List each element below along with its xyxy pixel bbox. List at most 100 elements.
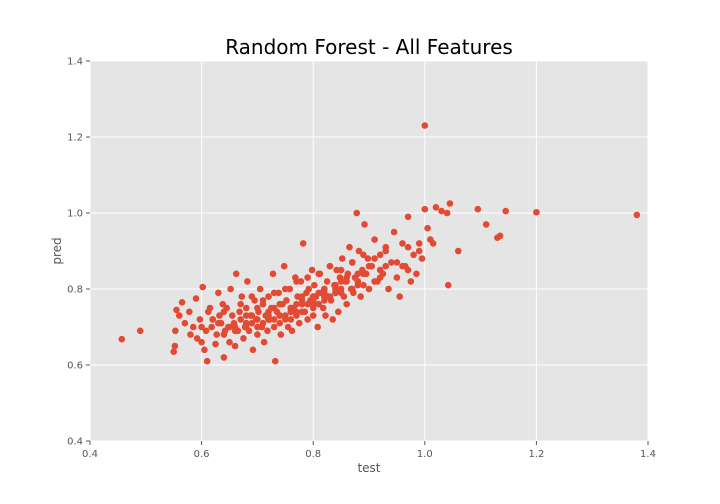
data-point <box>226 338 233 346</box>
data-point <box>231 327 239 335</box>
data-point <box>264 327 271 335</box>
data-point <box>187 331 194 338</box>
data-point <box>337 278 345 285</box>
data-point <box>309 312 317 319</box>
data-point <box>231 342 239 350</box>
data-point <box>270 316 278 323</box>
data-point <box>244 278 251 285</box>
data-point <box>295 319 303 327</box>
data-point <box>202 327 210 335</box>
data-point <box>238 293 246 300</box>
data-point <box>226 323 233 331</box>
data-point <box>348 285 356 293</box>
x-tick-label: 0.6 <box>194 449 210 460</box>
data-point <box>348 259 356 266</box>
data-point <box>189 323 197 331</box>
data-point <box>321 293 328 300</box>
data-point <box>276 300 284 308</box>
data-point <box>270 289 278 297</box>
data-point <box>196 316 204 323</box>
data-point <box>254 323 261 331</box>
data-point <box>385 285 392 293</box>
data-point <box>443 209 451 217</box>
data-point <box>322 312 329 319</box>
data-points <box>118 122 641 365</box>
data-point <box>304 274 311 281</box>
data-point <box>346 243 353 251</box>
data-point <box>304 300 311 308</box>
data-point <box>248 319 256 327</box>
data-point <box>265 293 272 300</box>
data-point <box>201 346 208 354</box>
data-point <box>502 207 510 215</box>
data-point <box>360 281 367 289</box>
data-point <box>254 316 261 323</box>
data-point <box>276 319 284 327</box>
data-point <box>390 228 398 236</box>
data-point <box>193 335 201 342</box>
data-point <box>282 285 289 293</box>
data-point <box>311 281 318 289</box>
data-point <box>496 232 504 240</box>
data-point <box>314 323 321 331</box>
data-point <box>172 327 179 335</box>
data-point <box>371 278 378 285</box>
y-tick-label: 1.2 <box>67 133 83 144</box>
data-point <box>277 331 285 338</box>
x-tick-labels: 0.4 0.6 0.8 1.0 1.2 1.4 <box>82 441 656 460</box>
data-point <box>308 266 316 274</box>
data-point <box>396 293 403 300</box>
data-point <box>360 251 367 259</box>
data-point <box>240 335 247 342</box>
data-point <box>421 122 429 129</box>
data-point <box>404 213 412 221</box>
data-point <box>269 270 277 278</box>
data-point <box>410 251 417 259</box>
data-point <box>208 323 215 331</box>
data-point <box>212 340 219 348</box>
data-point <box>260 338 268 346</box>
chart-title: Random Forest - All Features <box>225 35 513 59</box>
y-tick-label: 0.8 <box>67 285 83 296</box>
data-point <box>365 262 373 270</box>
data-point <box>343 300 350 308</box>
data-point <box>315 270 323 278</box>
data-point <box>415 247 423 255</box>
data-point <box>404 243 412 251</box>
data-point <box>287 316 295 323</box>
data-point <box>315 289 323 297</box>
data-point <box>474 205 482 213</box>
data-point <box>482 221 490 228</box>
data-point <box>429 240 437 247</box>
data-point <box>287 304 295 312</box>
data-point <box>399 262 406 270</box>
data-point <box>404 266 412 274</box>
data-point <box>170 348 177 356</box>
data-point <box>259 297 267 304</box>
data-point <box>360 270 367 278</box>
data-point <box>319 304 327 312</box>
data-point <box>276 312 284 319</box>
data-point <box>236 308 243 316</box>
data-point <box>382 262 390 270</box>
data-point <box>399 240 406 247</box>
data-point <box>337 289 345 297</box>
data-point <box>242 319 250 327</box>
data-point <box>118 335 126 343</box>
data-point <box>432 204 440 211</box>
data-point <box>215 289 222 297</box>
data-point <box>283 297 290 304</box>
data-point <box>237 300 244 308</box>
data-point <box>293 278 300 285</box>
data-point <box>203 357 211 365</box>
data-point <box>354 270 362 278</box>
data-point <box>232 270 240 278</box>
data-point <box>329 316 337 323</box>
data-point <box>393 274 401 281</box>
plot-background <box>90 61 648 441</box>
data-point <box>220 331 228 338</box>
data-point <box>293 300 300 308</box>
data-point <box>227 285 234 293</box>
data-point <box>206 304 214 312</box>
data-point <box>271 357 279 365</box>
